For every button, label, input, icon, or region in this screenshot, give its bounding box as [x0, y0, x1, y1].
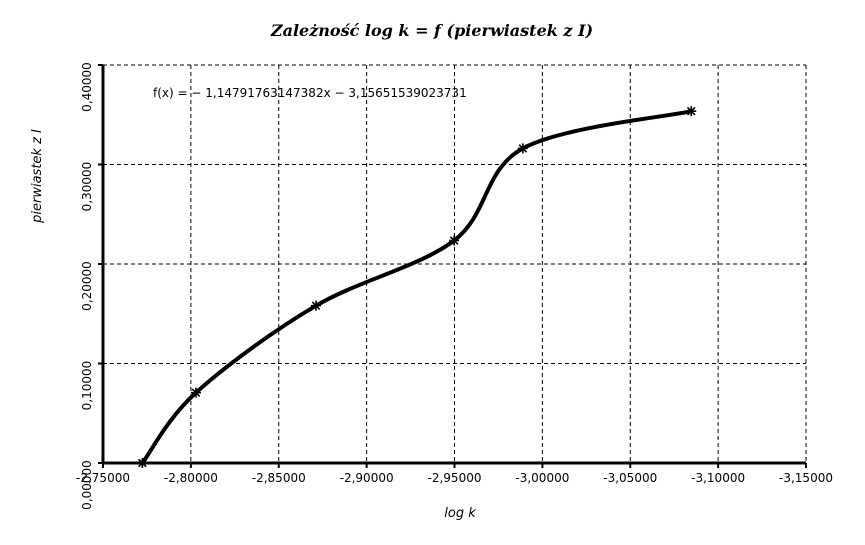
x-tick-label: -2,80000	[164, 471, 218, 485]
axes	[98, 64, 807, 468]
data-series	[137, 106, 697, 468]
data-point-marker	[311, 300, 322, 311]
x-axis-label: log k	[444, 506, 476, 521]
y-tick-label: 0,20000	[80, 261, 94, 311]
x-tick-label: -2,85000	[252, 471, 306, 485]
chart-title: Zależność log k = f (pierwiastek z I)	[270, 21, 593, 40]
y-tick-label: 0,00000	[80, 460, 94, 510]
x-tick-label: -2,90000	[340, 471, 394, 485]
series-line	[140, 109, 694, 465]
y-tick-label: 0,40000	[80, 62, 94, 112]
y-tick-label: 0,10000	[80, 361, 94, 411]
x-tick-label: -3,05000	[603, 471, 657, 485]
x-tick-labels: -2,75000 -2,80000 -2,85000 -2,90000 -2,95000…	[76, 471, 833, 485]
data-point-marker	[190, 387, 201, 398]
x-tick-label: -3,10000	[691, 471, 745, 485]
trendline-equation: f(x) = − 1,14791763147382x − 3,156515390…	[153, 86, 467, 100]
x-tick-label: -3,15000	[779, 471, 833, 485]
data-point-marker	[449, 235, 460, 246]
data-point-marker	[517, 143, 528, 154]
x-tick-label: -2,75000	[76, 471, 130, 485]
x-tick-label: -3,00000	[515, 471, 569, 485]
data-point-marker	[686, 106, 697, 117]
grid	[103, 64, 807, 463]
y-tick-labels: 0,00000 0,10000 0,20000 0,30000 0,40000	[80, 62, 94, 510]
y-axis-label: pierwiastek z I	[30, 129, 45, 224]
x-tick-label: -2,95000	[428, 471, 482, 485]
data-point-marker	[137, 458, 148, 468]
y-tick-label: 0,30000	[80, 162, 94, 212]
